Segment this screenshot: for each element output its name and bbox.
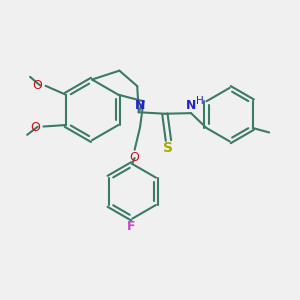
Text: N: N: [186, 99, 196, 112]
Text: S: S: [164, 141, 173, 155]
Text: N: N: [135, 99, 145, 112]
Text: F: F: [127, 220, 135, 233]
Text: H: H: [196, 96, 204, 106]
Text: O: O: [32, 79, 42, 92]
Text: O: O: [129, 151, 139, 164]
Text: O: O: [30, 121, 40, 134]
